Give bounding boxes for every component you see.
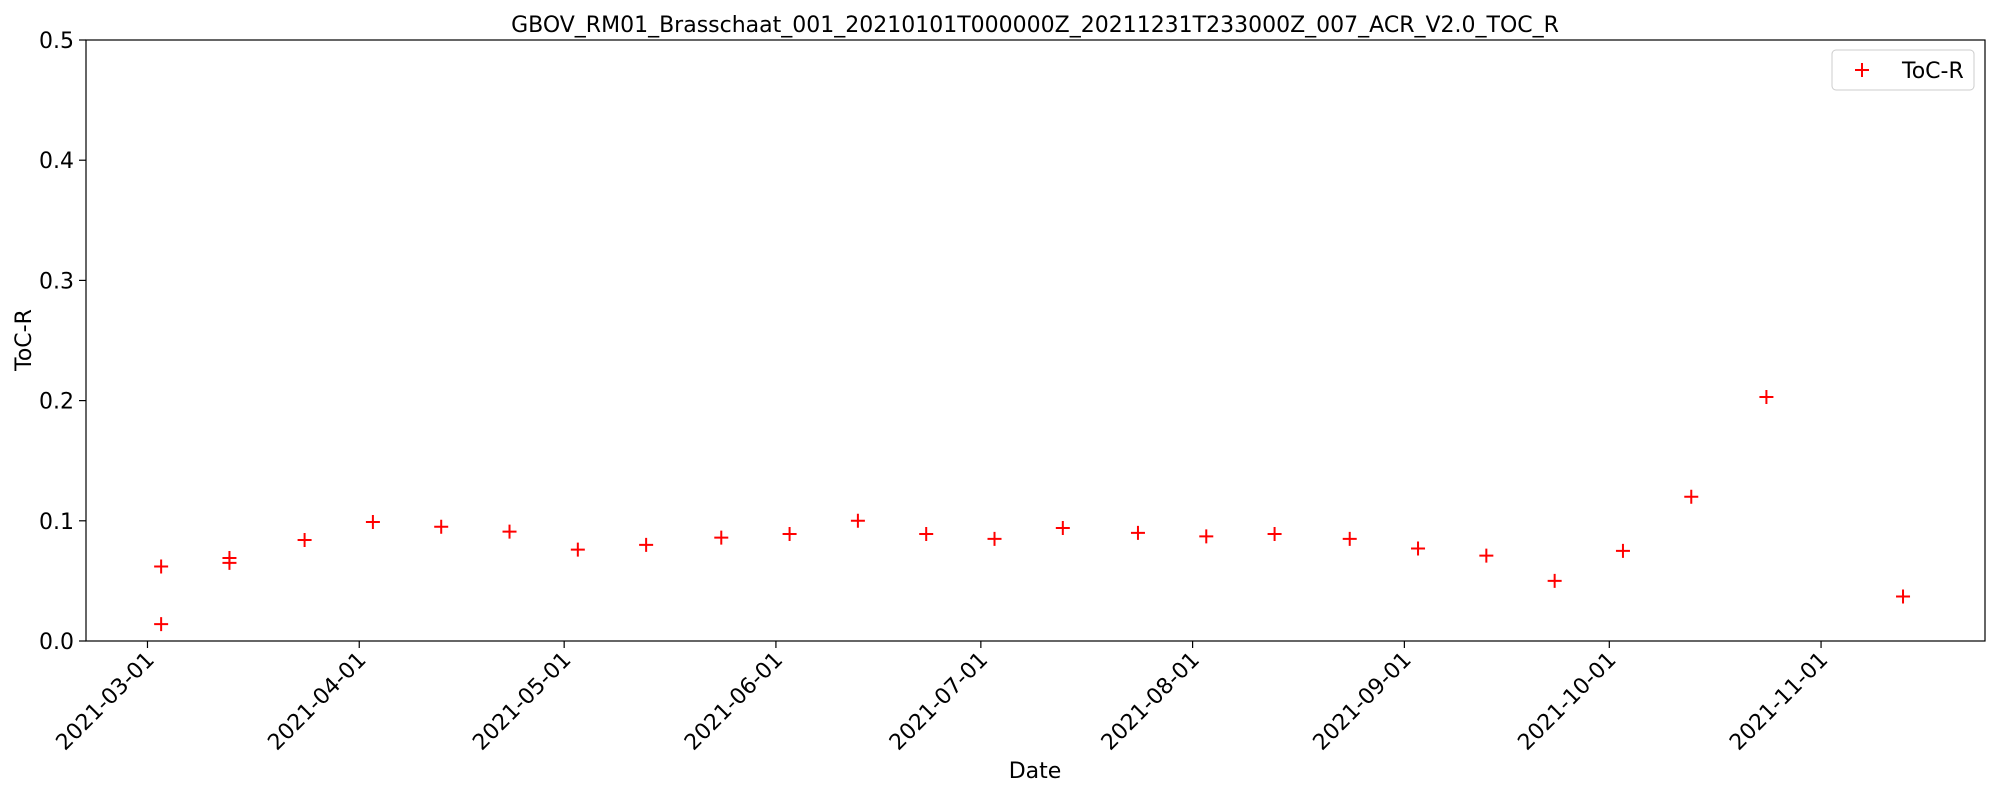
y-tick-label: 0.3 <box>39 269 74 294</box>
data-point <box>570 542 585 557</box>
x-tick-label: 2021-11-01 <box>1725 648 1833 756</box>
data-point <box>850 513 865 528</box>
data-point <box>222 555 237 570</box>
y-tick-label: 0.0 <box>39 630 74 655</box>
y-axis-label: ToC-R <box>12 309 37 372</box>
x-axis-label: Date <box>1009 759 1062 784</box>
data-point <box>502 524 517 539</box>
y-tick-label: 0.2 <box>39 390 74 415</box>
y-axis: 0.0 0.1 0.2 0.3 0.4 0.5 <box>39 29 86 655</box>
x-tick-label: 2021-06-01 <box>680 648 788 756</box>
data-point <box>1759 389 1774 404</box>
x-tick-label: 2021-10-01 <box>1513 648 1621 756</box>
data-point <box>1411 541 1426 556</box>
legend-plus-mark <box>1855 63 1869 77</box>
data-point <box>297 533 312 548</box>
data-point <box>1055 521 1070 536</box>
data-point <box>782 527 797 542</box>
data-point <box>1267 527 1282 542</box>
x-tick-label: 2021-09-01 <box>1309 648 1417 756</box>
data-point <box>987 531 1002 546</box>
x-tick-label: 2021-04-01 <box>263 648 371 756</box>
x-tick-label: 2021-05-01 <box>468 648 576 756</box>
legend-entry-label: ToC-R <box>1901 59 1964 84</box>
x-axis: 2021-03-01 2021-04-01 2021-05-01 2021-06-01… <box>52 641 1833 756</box>
data-point <box>639 537 654 552</box>
data-points <box>154 389 1911 632</box>
data-point <box>919 527 934 542</box>
x-tick-label: 2021-08-01 <box>1097 648 1205 756</box>
x-tick-label: 2021-03-01 <box>52 648 160 756</box>
data-point <box>1615 543 1630 558</box>
data-point <box>1896 589 1911 604</box>
legend-box <box>1831 49 1975 91</box>
data-point <box>714 530 729 545</box>
data-point <box>1479 548 1494 563</box>
data-point <box>434 519 449 534</box>
data-point <box>154 617 169 632</box>
legend: ToC-R <box>1831 49 1975 91</box>
data-point <box>1199 529 1214 544</box>
y-tick-label: 0.5 <box>39 29 74 54</box>
data-point <box>1684 489 1699 504</box>
legend-marker-plus-icon <box>1855 63 1869 77</box>
data-point <box>1342 531 1357 546</box>
data-point <box>1130 525 1145 540</box>
x-tick-label: 2021-07-01 <box>885 648 993 756</box>
data-point <box>1547 573 1562 588</box>
data-point <box>365 515 380 530</box>
chart-title: GBOV_RM01_Brasschaat_001_20210101T000000… <box>511 13 1559 38</box>
y-tick-label: 0.1 <box>39 510 74 535</box>
plot-area-frame <box>85 39 1986 642</box>
y-tick-label: 0.4 <box>39 149 74 174</box>
data-point <box>154 559 169 574</box>
